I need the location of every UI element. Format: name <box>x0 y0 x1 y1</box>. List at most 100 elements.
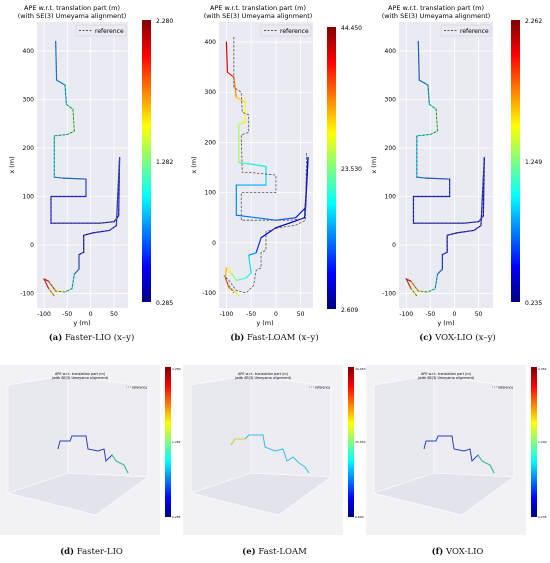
chart-title-line1: APE w.r.t. translation part (m) <box>238 372 289 376</box>
trajectory-segment <box>248 252 257 256</box>
legend-label: reference <box>280 28 309 35</box>
trajectory-segment <box>230 272 237 282</box>
caption-tag: (d) <box>60 547 75 557</box>
trajectory-segment <box>235 277 247 282</box>
legend: reference <box>75 24 127 37</box>
reference-line <box>43 41 120 297</box>
caption-e: (e) Fast-LOAM <box>183 547 366 557</box>
x-tick-label: 50 <box>110 311 118 318</box>
3d-right-wall <box>433 374 515 478</box>
colorbar-mid: 1.249 <box>538 440 547 444</box>
trajectory-segment <box>233 289 240 297</box>
y-tick-label: 400 <box>23 48 35 55</box>
colorbar-min: 0.235 <box>525 300 542 307</box>
y-tick-label: -100 <box>202 290 216 297</box>
x-tick-label: 0 <box>453 311 457 318</box>
x-axis-label: y (m) <box>73 319 90 327</box>
caption-text: VOX-LIO (x–y) <box>435 333 496 343</box>
colorbar-min: 0.285 <box>172 515 181 519</box>
x-tick-label: -100 <box>399 311 413 318</box>
y-tick-label: 200 <box>23 145 35 152</box>
x-axis-label: y (m) <box>256 319 273 327</box>
colorbar-mid: 1.249 <box>525 159 542 166</box>
colorbar-max: 2.262 <box>525 18 542 25</box>
colorbar-max: 2.280 <box>156 18 173 25</box>
3d-right-wall <box>67 374 149 478</box>
trajectory-segment <box>275 217 297 221</box>
colorbar-mid: 1.282 <box>156 159 173 166</box>
3d-left-wall <box>373 374 435 494</box>
trajectory-segment <box>246 162 267 168</box>
3d-right-wall <box>250 374 332 478</box>
chart-a: APE w.r.t. translation part (m) (with SE… <box>8 4 173 327</box>
chart-title-line1: APE w.r.t. translation part (m) <box>24 4 120 12</box>
panel-e: APE w.r.t. translation part (m) (with SE… <box>183 365 366 563</box>
chart-b: APE w.r.t. translation part (m) (with SE… <box>190 4 362 327</box>
y-axis-label: x (m) <box>190 156 198 173</box>
colorbar-mid: 23.530 <box>355 440 366 444</box>
y-axis-label: x (m) <box>370 156 378 173</box>
colorbar <box>142 20 151 302</box>
chart-title-line2: (with SE(3) Umeyama alignment) <box>18 12 127 20</box>
y-tick-label: 400 <box>205 39 217 46</box>
caption-text: Fast-LOAM (x–y) <box>247 333 319 343</box>
tick-labels: -100 -50 0 50 -100 0 100 200 300 400 <box>202 39 304 318</box>
trajectory-segment <box>225 41 229 73</box>
reference-line <box>223 37 307 294</box>
caption-tag: (c) <box>419 333 433 343</box>
chart-f: APE w.r.t. translation part (m) (with SE… <box>366 365 547 535</box>
colorbar-min: 2.609 <box>341 307 358 314</box>
y-tick-label: 200 <box>385 145 397 152</box>
y-tick-label: 0 <box>30 242 34 249</box>
chart-title-line1: APE w.r.t. translation part (m) <box>55 372 106 376</box>
caption-tag: (a) <box>48 333 63 343</box>
caption-text: Fast-LOAM <box>258 547 307 557</box>
colorbar-max: 44.450 <box>355 367 366 371</box>
colorbar-min: 0.235 <box>538 515 547 519</box>
grid <box>219 22 313 308</box>
reference-line <box>405 41 485 297</box>
y-tick-label: 100 <box>385 194 397 201</box>
trajectory-segment <box>235 214 277 221</box>
caption-text: VOX-LIO <box>446 547 484 557</box>
panel-b: APE w.r.t. translation part (m) (with SE… <box>183 0 366 345</box>
caption-c: (c) VOX-LIO (x–y) <box>366 333 549 343</box>
legend-label: reference <box>498 386 513 390</box>
colorbar <box>348 367 354 517</box>
trajectory-segment <box>226 71 235 78</box>
chart-title-line2: (with SE(3) Umeyama alignment) <box>418 376 475 380</box>
caption-a: (a) Faster-LIO (x–y) <box>0 333 183 343</box>
panel-a: APE w.r.t. translation part (m) (with SE… <box>0 0 183 345</box>
legend-label: reference <box>315 386 330 390</box>
panel-f: APE w.r.t. translation part (m) (with SE… <box>366 365 550 563</box>
trajectory-segment <box>238 161 248 165</box>
plot-area <box>399 22 493 308</box>
colorbar-min: 0.285 <box>156 300 173 307</box>
trajectory-segment <box>290 217 306 224</box>
trajectory-lines <box>43 40 121 297</box>
caption-d: (d) Faster-LIO <box>0 547 183 557</box>
chart-title-line1: APE w.r.t. translation part (m) <box>210 4 306 12</box>
x-tick-label: 50 <box>297 311 305 318</box>
trajectory-segment <box>248 254 252 274</box>
colorbar-mid: 1.282 <box>172 440 181 444</box>
3d-floor <box>6 472 149 516</box>
y-tick-label: 100 <box>205 190 217 197</box>
trajectory-3d-hot <box>230 438 245 446</box>
trajectory-3d-hot <box>111 454 129 474</box>
x-tick-label: 0 <box>274 311 278 318</box>
trajectory-segment <box>48 280 57 292</box>
3d-left-wall <box>190 374 252 494</box>
chart-c: APE w.r.t. translation part (m) (with SE… <box>370 4 542 327</box>
y-tick-label: -100 <box>382 290 396 297</box>
trajectory-segment <box>245 272 252 279</box>
x-tick-label: 50 <box>475 311 483 318</box>
colorbar <box>327 27 336 309</box>
caption-tag: (f) <box>431 547 444 557</box>
legend: reference <box>260 24 312 37</box>
chart-title-line2: (with SE(3) Umeyama alignment) <box>235 376 292 380</box>
colorbar-max: 2.280 <box>172 367 181 371</box>
chart-title-line2: (with SE(3) Umeyama alignment) <box>52 376 109 380</box>
y-tick-label: 400 <box>385 48 397 55</box>
caption-tag: (b) <box>230 333 245 343</box>
